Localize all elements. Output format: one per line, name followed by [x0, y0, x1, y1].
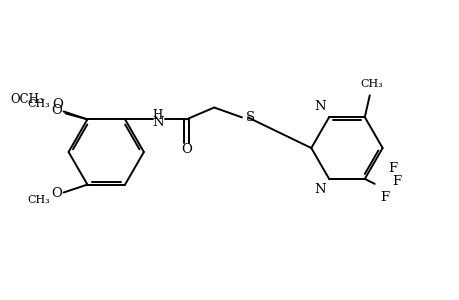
Text: F: F	[379, 191, 388, 204]
Text: CH₃: CH₃	[359, 80, 382, 89]
Text: CH₃: CH₃	[27, 98, 50, 109]
Text: O: O	[181, 142, 191, 156]
Text: S: S	[246, 111, 254, 124]
Text: F: F	[391, 176, 400, 188]
Text: N: N	[151, 116, 163, 129]
Text: OCH₃: OCH₃	[10, 92, 44, 106]
Text: O: O	[50, 187, 62, 200]
Text: O: O	[50, 104, 62, 117]
Text: N: N	[314, 100, 325, 113]
Text: CH₃: CH₃	[27, 195, 50, 206]
Text: O: O	[53, 98, 63, 112]
Text: N: N	[314, 183, 325, 196]
Text: F: F	[387, 161, 396, 175]
Text: H: H	[152, 109, 162, 122]
